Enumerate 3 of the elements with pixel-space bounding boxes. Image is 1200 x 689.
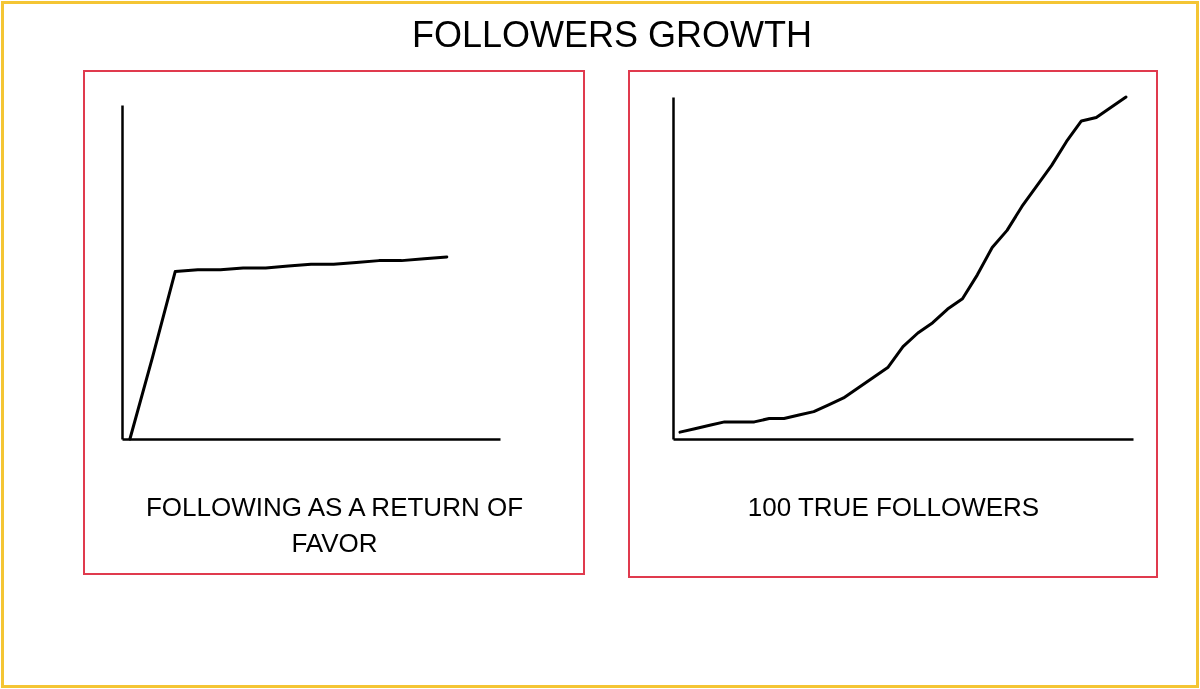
x-axis-title: 100 TRUE FOLLOWERS [747, 491, 1040, 522]
text: FOLLOWERS GROWTH [411, 14, 813, 56]
x-axis-title: FOLLOWING AS A RETURN OF FAVOR [145, 491, 524, 558]
